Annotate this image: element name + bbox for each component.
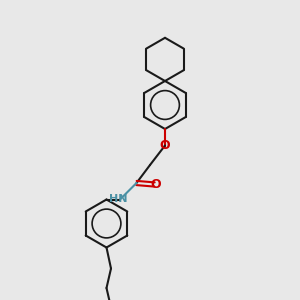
Text: HN: HN (109, 194, 128, 205)
Text: O: O (151, 178, 161, 191)
Text: O: O (160, 139, 170, 152)
